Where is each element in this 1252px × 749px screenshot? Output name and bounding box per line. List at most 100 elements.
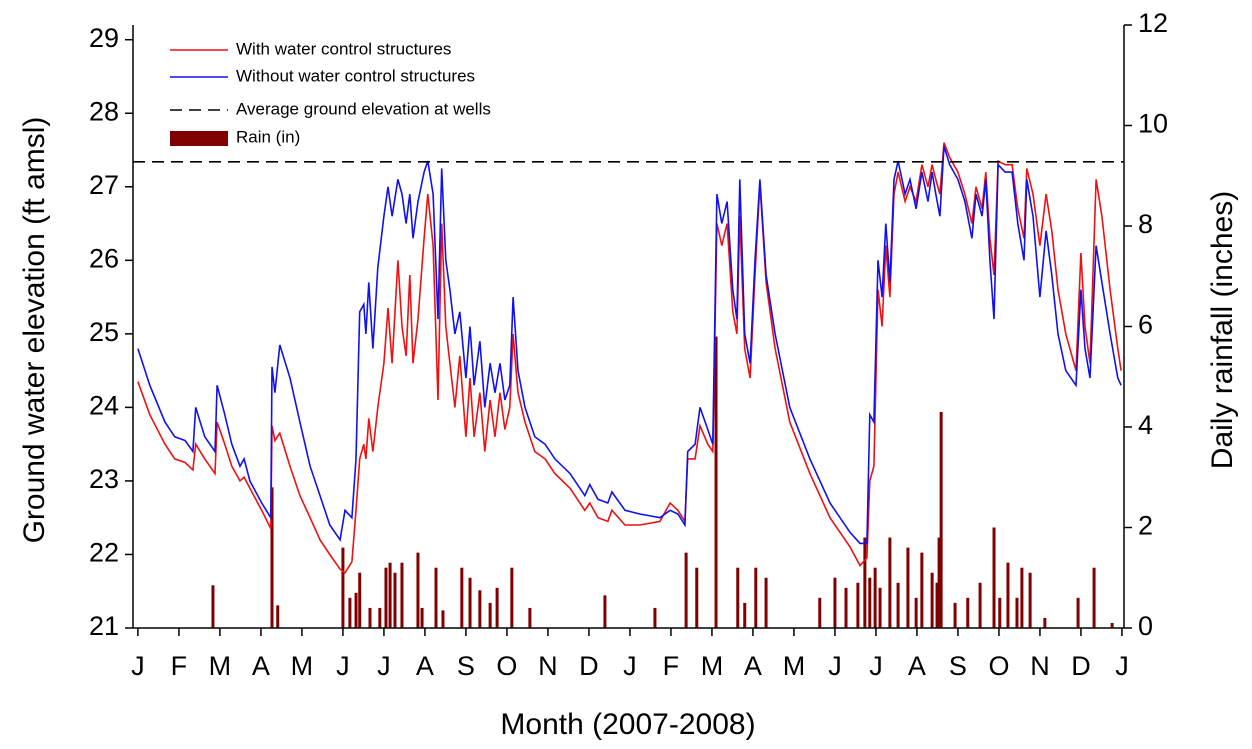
x-tick-label: O [496, 651, 517, 681]
rain-bar [468, 577, 472, 628]
y-tick-label: 23 [89, 464, 119, 494]
legend-swatch [170, 131, 228, 146]
rain-bar [939, 411, 943, 628]
y-tick-label: 21 [89, 611, 119, 641]
rain-bar [1015, 597, 1019, 628]
rain-bar [393, 572, 397, 628]
y-tick-label: 26 [89, 243, 119, 273]
legend-label: Rain (in) [236, 127, 300, 146]
rain-bar [528, 607, 532, 628]
x-tick-label: F [171, 651, 188, 681]
rain-bar [914, 597, 918, 628]
series-line [137, 146, 1122, 545]
rain-bar [743, 602, 747, 628]
x-axis-title: Month (2007-2008) [500, 708, 755, 741]
rain-bar [354, 592, 358, 628]
x-tick-label: A [416, 651, 434, 681]
x-tick-label: A [908, 651, 926, 681]
rain-bar [896, 582, 900, 628]
rain-bar [920, 552, 924, 628]
rain-bar [495, 587, 499, 628]
rain-bar [888, 537, 892, 628]
x-tick-label: M [291, 651, 314, 681]
rain-bar [478, 590, 482, 628]
rain-bar [906, 547, 910, 628]
rain-bar [754, 567, 758, 628]
rain-bar [1092, 567, 1096, 628]
rain-bar [388, 562, 392, 628]
rain-bar [378, 607, 382, 628]
rain-bar [1076, 597, 1080, 628]
x-tick-label: S [949, 651, 967, 681]
y2-tick-label: 2 [1138, 511, 1153, 541]
y2-axis-title: Daily rainfall (inches) [1206, 191, 1239, 469]
rain-bar [460, 567, 464, 628]
rain-bar [930, 572, 934, 628]
y2-tick-label: 0 [1138, 611, 1153, 641]
rain-bar [764, 577, 768, 628]
rain-bar [695, 567, 699, 628]
x-tick-label: F [663, 651, 680, 681]
x-tick-label: J [828, 651, 842, 681]
rain-bar [368, 607, 372, 628]
rain-bar [684, 552, 688, 628]
x-tick-label: J [623, 651, 637, 681]
rain-bar [211, 585, 215, 628]
rain-bar [420, 607, 424, 628]
rain-bar [348, 597, 352, 628]
x-tick-label: N [538, 651, 558, 681]
x-tick-label: D [1071, 651, 1091, 681]
x-tick-label: J [131, 651, 145, 681]
x-tick-label: O [988, 651, 1009, 681]
legend-label: With water control structures [236, 39, 451, 58]
rain-bar [400, 562, 404, 628]
y2-tick-label: 8 [1138, 209, 1153, 239]
y2-tick-label: 4 [1138, 410, 1153, 440]
rain-bar [937, 537, 941, 628]
y2-tick-label: 6 [1138, 310, 1153, 340]
x-tick-label: M [209, 651, 232, 681]
rain-bar [1020, 567, 1024, 628]
rain-bar [603, 595, 607, 628]
x-tick-label: N [1030, 651, 1050, 681]
x-tick-label: J [1115, 651, 1129, 681]
y-tick-label: 22 [89, 538, 119, 568]
y-tick-label: 24 [89, 391, 119, 421]
y-axis-title: Ground water elevation (ft amsl) [18, 117, 51, 544]
legend-label: Without water control structures [236, 66, 475, 85]
rain-bar [978, 582, 982, 628]
y-tick-label: 25 [89, 317, 119, 347]
y2-tick-label: 10 [1138, 109, 1168, 139]
rain-bar [1110, 622, 1114, 628]
rain-bar [1028, 572, 1032, 628]
rain-bar [844, 587, 848, 628]
rain-bar [416, 552, 420, 628]
rain-bar [1006, 562, 1010, 628]
x-tick-label: M [701, 651, 724, 681]
y-tick-label: 29 [89, 23, 119, 53]
y-tick-label: 27 [89, 170, 119, 200]
rain-bar [992, 527, 996, 628]
rain-bar [714, 336, 718, 628]
x-tick-label: M [783, 651, 806, 681]
rain-bar [441, 610, 445, 628]
rain-bar [873, 567, 877, 628]
x-tick-label: D [579, 651, 599, 681]
rain-bar [1043, 617, 1047, 628]
rain-bar [736, 567, 740, 628]
rain-bar [488, 602, 492, 628]
x-tick-label: J [377, 651, 391, 681]
rain-bar [833, 577, 837, 628]
rain-bar [270, 487, 274, 628]
y2-tick-label: 12 [1138, 8, 1168, 38]
x-tick-label: A [744, 651, 762, 681]
rain-bar [868, 577, 872, 628]
rain-bar [953, 602, 957, 628]
rain-bar [935, 582, 939, 628]
rain-bar [818, 597, 822, 628]
x-tick-label: J [869, 651, 883, 681]
legend-label: Average ground elevation at wells [236, 99, 491, 118]
rain-bar [358, 572, 362, 628]
rain-bar [998, 597, 1002, 628]
